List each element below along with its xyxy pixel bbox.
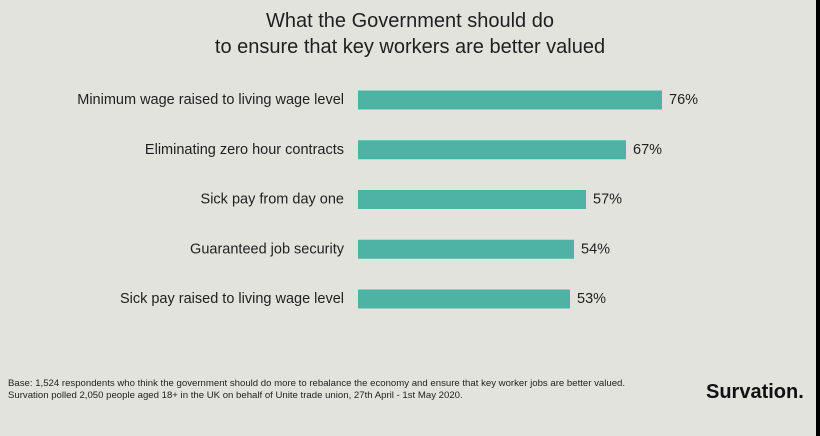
bar	[358, 190, 586, 209]
category-label: Sick pay raised to living wage level	[120, 291, 344, 307]
bar	[358, 289, 570, 309]
chart-title-line-1: What the Government should do	[266, 10, 554, 32]
value-label: 53%	[577, 291, 606, 307]
category-label: Minimum wage raised to living wage level	[77, 92, 344, 108]
bar	[358, 140, 626, 160]
category-label: Guaranteed job security	[190, 241, 345, 257]
value-label: 57%	[593, 192, 622, 208]
bar	[358, 90, 662, 110]
bar	[358, 239, 574, 259]
poll-note: Survation polled 2,050 people aged 18+ i…	[8, 390, 463, 401]
value-label: 67%	[633, 142, 662, 158]
chart-title: What the Government should do to ensure …	[0, 8, 820, 60]
value-label: 76%	[669, 92, 698, 108]
category-label: Eliminating zero hour contracts	[145, 142, 344, 158]
base-note: Base: 1,524 respondents who think the go…	[8, 378, 626, 389]
value-label: 54%	[581, 241, 610, 257]
chart-footnote: Base: 1,524 respondents who think the go…	[8, 378, 625, 402]
chart-title-line-2: to ensure that key workers are better va…	[214, 36, 606, 58]
bar-chart: Minimum wage raised to living wage level…	[77, 90, 698, 309]
category-label: Sick pay from day one	[201, 192, 344, 208]
survation-logo: Survation.	[706, 381, 804, 403]
